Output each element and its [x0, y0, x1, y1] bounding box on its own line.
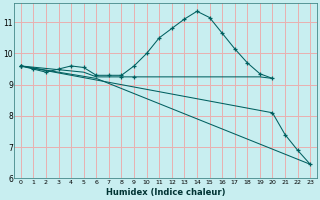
X-axis label: Humidex (Indice chaleur): Humidex (Indice chaleur) [106, 188, 225, 197]
